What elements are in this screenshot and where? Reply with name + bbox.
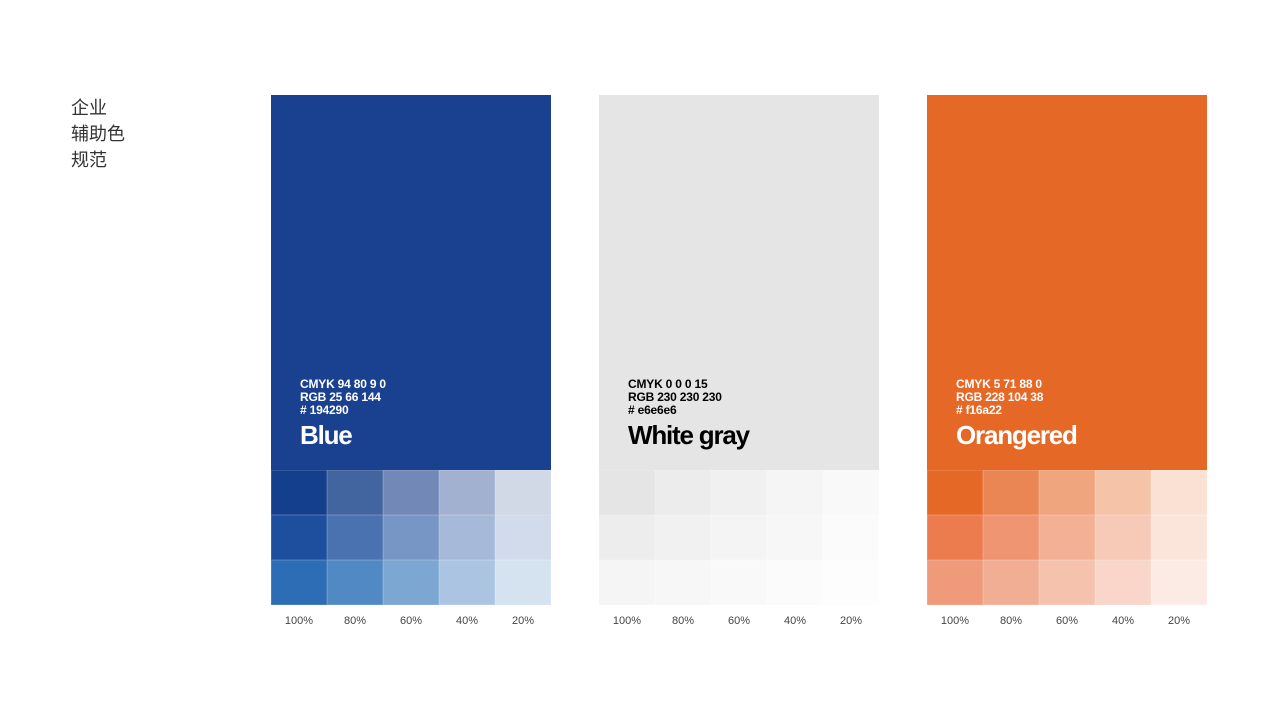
tint-cell — [383, 470, 439, 515]
tint-label: 80% — [343, 615, 367, 627]
page-title: 企业 辅助色 规范 — [71, 96, 125, 174]
tint-label: 20% — [1167, 615, 1191, 627]
color-codes: CMYK 5 71 88 0 RGB 228 104 38 # f16a22 — [956, 378, 1043, 417]
page-title-line-1: 企业 — [71, 98, 107, 119]
tint-cell — [327, 560, 383, 605]
tint-cell — [1151, 470, 1207, 515]
tint-cell — [767, 515, 823, 560]
tint-cell — [655, 515, 711, 560]
rgb-value: RGB 230 230 230 — [628, 390, 722, 404]
tint-cell — [439, 515, 495, 560]
rgb-value: RGB 25 66 144 — [300, 390, 381, 404]
tint-label: 60% — [727, 615, 751, 627]
color-name: White gray — [628, 420, 750, 450]
tint-cell — [383, 560, 439, 605]
tint-grid — [927, 470, 1207, 605]
tint-cell — [1151, 560, 1207, 605]
page-title-line-2: 辅助色 — [71, 124, 125, 145]
tint-cell — [823, 515, 879, 560]
tint-cell — [983, 470, 1039, 515]
tint-grid — [271, 470, 551, 605]
color-card-blue: CMYK 94 80 9 0 RGB 25 66 144 # 194290 Bl… — [271, 95, 551, 627]
color-name: Blue — [300, 420, 353, 450]
color-name: Orangered — [956, 420, 1078, 450]
tint-cell — [327, 470, 383, 515]
tint-grid — [599, 470, 879, 605]
tint-labels: 100% 80% 60% 40% 20% — [599, 615, 879, 627]
tint-cell — [599, 470, 655, 515]
cmyk-value: CMYK 94 80 9 0 — [300, 377, 386, 391]
tint-label: 20% — [839, 615, 863, 627]
tint-cell — [1095, 470, 1151, 515]
tint-cell — [1095, 560, 1151, 605]
tint-cell — [927, 470, 983, 515]
tint-label: 20% — [511, 615, 535, 627]
tint-labels: 100% 80% 60% 40% 20% — [271, 615, 551, 627]
tint-cell — [655, 560, 711, 605]
tint-cell — [711, 560, 767, 605]
tint-label: 80% — [671, 615, 695, 627]
tint-cell — [823, 470, 879, 515]
tint-cell — [1039, 470, 1095, 515]
tint-cell — [495, 470, 551, 515]
tint-label: 40% — [783, 615, 807, 627]
color-codes: CMYK 0 0 0 15 RGB 230 230 230 # e6e6e6 — [628, 378, 722, 417]
tint-cell — [655, 470, 711, 515]
tint-labels: 100% 80% 60% 40% 20% — [927, 615, 1207, 627]
tint-cell — [439, 560, 495, 605]
tint-cell — [271, 470, 327, 515]
tint-cell — [599, 515, 655, 560]
main-swatch: CMYK 94 80 9 0 RGB 25 66 144 # 194290 Bl… — [271, 95, 551, 470]
tint-cell — [383, 515, 439, 560]
tint-cell — [767, 560, 823, 605]
tint-cell — [1039, 560, 1095, 605]
tint-cell — [983, 515, 1039, 560]
tint-cell — [711, 515, 767, 560]
tint-cell — [1039, 515, 1095, 560]
tint-label: 40% — [455, 615, 479, 627]
tint-label: 60% — [1055, 615, 1079, 627]
tint-cell — [271, 515, 327, 560]
tint-cell — [767, 470, 823, 515]
tint-cell — [271, 560, 327, 605]
hex-value: # e6e6e6 — [628, 403, 677, 417]
tint-label: 100% — [284, 615, 314, 627]
hex-value: # f16a22 — [956, 403, 1002, 417]
color-card-orangered: CMYK 5 71 88 0 RGB 228 104 38 # f16a22 O… — [927, 95, 1207, 627]
hex-value: # 194290 — [300, 403, 349, 417]
tint-cell — [927, 515, 983, 560]
tint-cell — [823, 560, 879, 605]
tint-label: 100% — [612, 615, 642, 627]
main-swatch: CMYK 5 71 88 0 RGB 228 104 38 # f16a22 O… — [927, 95, 1207, 470]
tint-cell — [927, 560, 983, 605]
tint-cell — [1095, 515, 1151, 560]
color-card-white-gray: CMYK 0 0 0 15 RGB 230 230 230 # e6e6e6 W… — [599, 95, 879, 627]
tint-cell — [1151, 515, 1207, 560]
tint-cell — [495, 560, 551, 605]
tint-label: 100% — [940, 615, 970, 627]
tint-cell — [599, 560, 655, 605]
tint-cell — [983, 560, 1039, 605]
page-title-line-3: 规范 — [71, 150, 107, 171]
main-swatch: CMYK 0 0 0 15 RGB 230 230 230 # e6e6e6 W… — [599, 95, 879, 470]
tint-cell — [327, 515, 383, 560]
cmyk-value: CMYK 0 0 0 15 — [628, 377, 708, 391]
tint-cell — [495, 515, 551, 560]
cmyk-value: CMYK 5 71 88 0 — [956, 377, 1042, 391]
color-codes: CMYK 94 80 9 0 RGB 25 66 144 # 194290 — [300, 378, 386, 417]
tint-cell — [711, 470, 767, 515]
tint-cell — [439, 470, 495, 515]
tint-label: 60% — [399, 615, 423, 627]
tint-label: 40% — [1111, 615, 1135, 627]
tint-label: 80% — [999, 615, 1023, 627]
rgb-value: RGB 228 104 38 — [956, 390, 1044, 404]
